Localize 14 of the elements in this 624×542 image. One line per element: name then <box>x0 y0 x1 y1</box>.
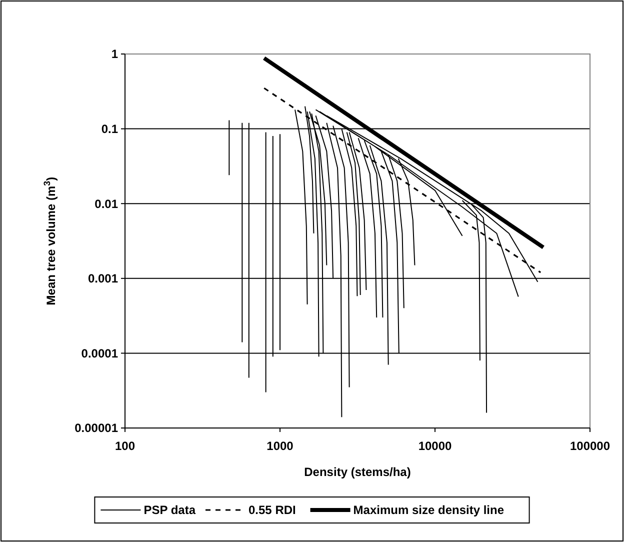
x-tick-label: 10000 <box>418 439 452 453</box>
y-tick-label: 0.0001 <box>81 346 118 360</box>
y-tick-label: 0.01 <box>94 196 118 211</box>
y-tick-label: 0.001 <box>88 272 118 286</box>
x-tick-label: 100000 <box>570 439 610 453</box>
x-tick-label: 1000 <box>266 439 294 453</box>
legend-label: PSP data <box>144 503 196 518</box>
legend-label: Maximum size density line <box>353 503 504 518</box>
x-axis-title: Density (stems/ha) <box>304 465 411 479</box>
y-tick-label: 1 <box>111 47 118 62</box>
legend-label: 0.55 RDI <box>248 503 296 518</box>
y-tick-label: 0.00001 <box>74 421 118 436</box>
y-tick-label: 0.1 <box>101 122 118 136</box>
x-tick-label: 100 <box>114 439 136 453</box>
